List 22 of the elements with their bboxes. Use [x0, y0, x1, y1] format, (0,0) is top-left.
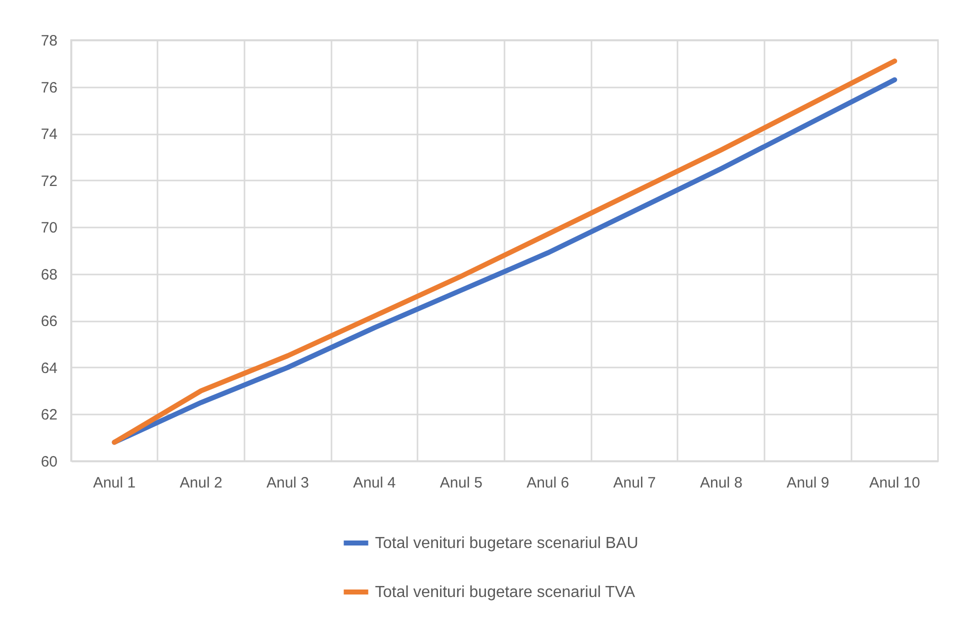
y-tick-label: 62 — [40, 406, 58, 424]
x-tick-label: Anul 6 — [526, 474, 570, 492]
y-tick-label: 70 — [40, 220, 58, 237]
x-tick-label: Anul 4 — [353, 474, 396, 492]
x-tick-label: Anul 8 — [700, 474, 743, 492]
x-tick-label: Anul 2 — [180, 474, 222, 492]
y-tick-label: 60 — [40, 454, 58, 470]
x-tick-label: Anul 7 — [613, 474, 656, 492]
legend-label: Total venituri bugetare scenariul TVA — [375, 584, 636, 601]
legend-label: Total venituri bugetare scenariul BAU — [375, 535, 638, 552]
y-tick-label: 68 — [40, 266, 58, 284]
y-tick-label: 66 — [40, 313, 58, 330]
x-tick-label: Anul 3 — [266, 474, 310, 492]
x-tick-label: Anul 1 — [93, 474, 136, 492]
x-tick-label: Anul 5 — [440, 474, 482, 492]
x-tick-label: Anul 10 — [869, 474, 920, 492]
y-tick-label: 72 — [40, 172, 58, 190]
y-tick-label: 74 — [40, 126, 58, 144]
x-tick-label: Anul 9 — [786, 474, 830, 492]
y-tick-label: 64 — [40, 360, 58, 377]
y-tick-label: 76 — [40, 79, 58, 96]
y-tick-label: 78 — [40, 32, 58, 50]
